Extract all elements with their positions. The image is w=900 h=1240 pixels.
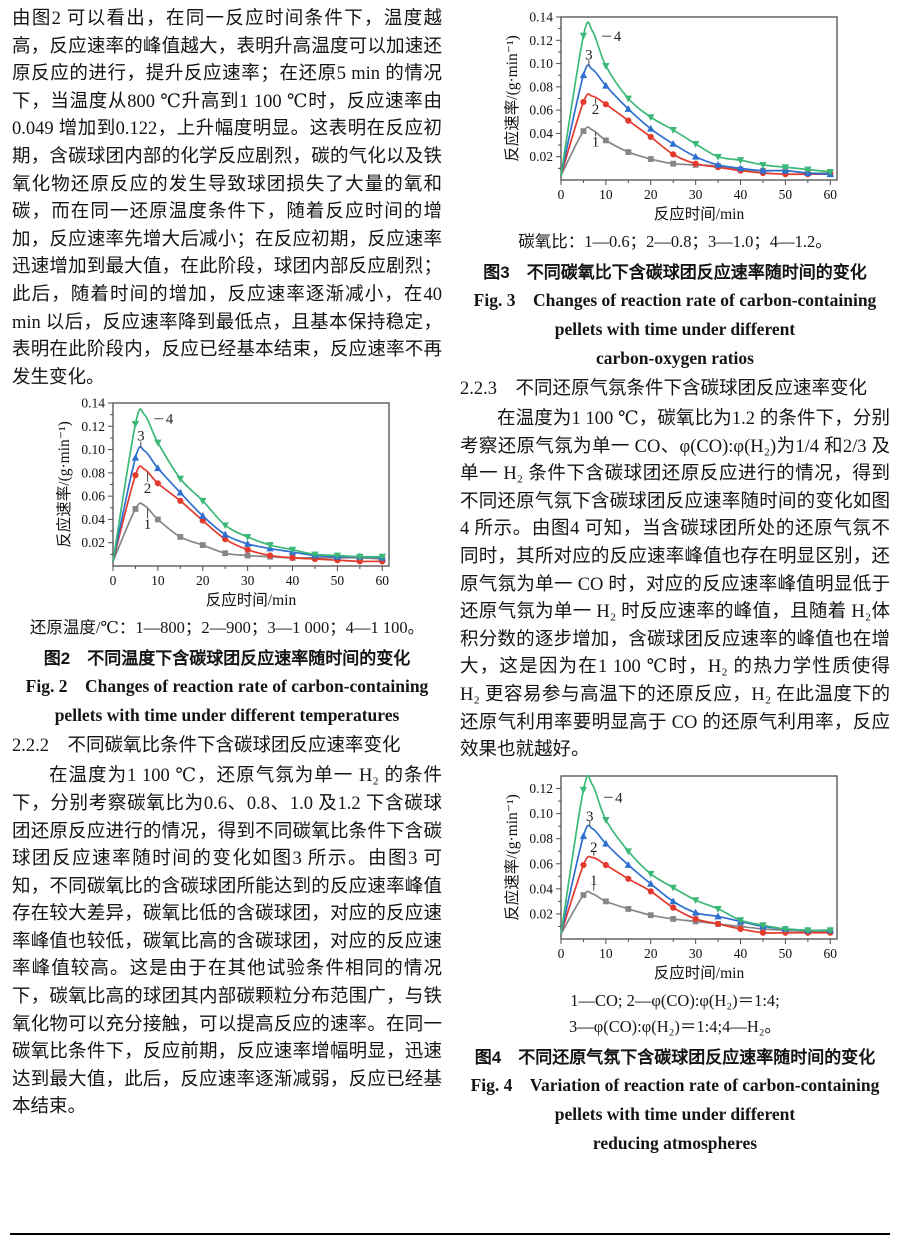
svg-text:3: 3: [585, 809, 593, 825]
svg-text:0.08: 0.08: [529, 831, 553, 846]
svg-text:0.02: 0.02: [529, 906, 553, 921]
svg-text:反应速率/(g·min⁻¹): 反应速率/(g·min⁻¹): [503, 35, 521, 161]
svg-text:2: 2: [143, 481, 151, 497]
figure3-caption-zh: 图3 不同碳氧比下含碳球团反应速率随时间的变化: [483, 263, 867, 282]
figure-3: 0 10 20 30 40 50 60 0.02 0.04 0.06 0.08 0.10 0.12 0.1…: [460, 6, 890, 373]
svg-text:0.08: 0.08: [81, 466, 105, 481]
svg-text:反应速率/(g·min⁻¹): 反应速率/(g·min⁻¹): [503, 794, 521, 920]
figure2-legend: 还原温度/℃：1—800；2—900；3—1 000；4—1 100。: [29, 618, 425, 638]
figure4-legend-line2: 3—φ(CO):φ(H₂)＝1:4;4—H₂。: [568, 1016, 782, 1036]
page-bottom-rule: [10, 1232, 890, 1235]
svg-text:反应时间/min: 反应时间/min: [653, 204, 744, 223]
svg-text:4: 4: [615, 790, 623, 806]
svg-text:30: 30: [240, 573, 254, 588]
svg-text:1: 1: [143, 517, 151, 533]
svg-text:0.12: 0.12: [81, 419, 105, 434]
svg-text:0.02: 0.02: [529, 149, 553, 164]
svg-text:0: 0: [557, 946, 564, 961]
svg-text:20: 20: [644, 187, 658, 202]
svg-text:0.02: 0.02: [81, 536, 105, 551]
svg-text:1: 1: [590, 873, 598, 889]
svg-text:3: 3: [585, 47, 593, 63]
svg-text:0.06: 0.06: [529, 103, 553, 118]
svg-text:40: 40: [733, 946, 747, 961]
svg-text:30: 30: [688, 187, 702, 202]
figure4-caption-zh: 图4 不同还原气氛下含碳球团反应速率随时间的变化: [474, 1047, 876, 1067]
right-column: 0 10 20 30 40 50 60 0.02 0.04 0.06 0.08 0.10 0.12 0.1…: [460, 6, 890, 1158]
figure2-line-chart: 0 10 20 30 40 50 60 0.02 0.04 0.06 0.08 0.10 0.12 0.1…: [54, 394, 400, 609]
section-heading-2-2-2: 2.2.2 不同碳氧比条件下含碳球团反应速率变化: [12, 736, 401, 757]
svg-text:2: 2: [590, 840, 598, 856]
svg-text:60: 60: [823, 946, 837, 961]
svg-text:0.14: 0.14: [81, 396, 105, 411]
svg-text:0.04: 0.04: [81, 512, 105, 527]
figure2-caption-zh: 图2 不同温度下含碳球团反应速率随时间的变化: [43, 649, 411, 669]
svg-text:0.06: 0.06: [81, 489, 105, 504]
svg-text:4: 4: [165, 412, 173, 428]
figure3-caption-en-line3: carbon-oxygen ratios: [596, 348, 754, 368]
paragraph-section-2-2-3: 在温度为1 100 ℃，碳氧比为1.2 的条件下，分别考察还原气氛为单一 CO、…: [460, 409, 890, 761]
svg-text:反应时间/min: 反应时间/min: [653, 963, 744, 982]
svg-text:20: 20: [644, 946, 658, 961]
svg-text:50: 50: [778, 946, 792, 961]
figure3-line-chart: 0 10 20 30 40 50 60 0.02 0.04 0.06 0.08 0.10 0.12 0.1…: [502, 8, 848, 223]
figure3-caption-en-line1: Fig. 3 Changes of reaction rate of carbo…: [473, 290, 877, 310]
svg-text:1: 1: [591, 135, 599, 151]
figure-2: 0 10 20 30 40 50 60 0.02 0.04 0.06 0.08 0.10 0.12 0.1…: [12, 392, 442, 730]
svg-text:10: 10: [599, 946, 613, 961]
left-column: 由图2 可以看出，在同一反应时间条件下，温度越高，反应速率的峰值越大，表明升高温…: [12, 6, 442, 1158]
figure2-caption-en-line2: pellets with time under different temper…: [54, 705, 400, 726]
svg-text:30: 30: [688, 946, 702, 961]
svg-text:0.04: 0.04: [529, 126, 553, 141]
section-heading-2-2-3: 2.2.3 不同还原气氛条件下含碳球团反应速率变化: [460, 379, 868, 399]
figure4-caption-en-line2: pellets with time under different: [554, 1103, 796, 1124]
figure-4: 0 10 20 30 40 50 60 0.02 0.04 0.06 0.08 0.10 0.12 反应时…: [460, 765, 890, 1158]
svg-text:50: 50: [330, 573, 344, 588]
svg-text:4: 4: [613, 29, 621, 45]
svg-text:反应时间/min: 反应时间/min: [205, 590, 296, 609]
svg-text:0.12: 0.12: [529, 781, 553, 796]
svg-text:0.04: 0.04: [529, 881, 553, 896]
svg-text:3: 3: [137, 429, 145, 445]
paragraph-section-2-2-2: 在温度为1 100 ℃，还原气氛为单一 H₂ 的条件下，分别考察碳氧比为0.6、…: [12, 766, 442, 1118]
svg-text:0.08: 0.08: [529, 79, 553, 94]
svg-text:2: 2: [591, 102, 599, 118]
figure4-caption-en-line1: Fig. 4 Variation of reaction rate of car…: [470, 1074, 880, 1095]
svg-text:60: 60: [375, 573, 389, 588]
figure4-line-chart: 0 10 20 30 40 50 60 0.02 0.04 0.06 0.08 0.10 0.12 反应时…: [502, 767, 848, 982]
svg-text:0: 0: [109, 573, 116, 588]
two-column-layout: 由图2 可以看出，在同一反应时间条件下，温度越高，反应速率的峰值越大，表明升高温…: [12, 6, 890, 1158]
svg-text:10: 10: [599, 187, 613, 202]
svg-text:0.14: 0.14: [529, 10, 553, 25]
svg-text:50: 50: [778, 187, 792, 202]
svg-text:0.06: 0.06: [529, 856, 553, 871]
figure4-caption-en-line3: reducing atmospheres: [592, 1132, 758, 1153]
svg-text:0.10: 0.10: [529, 56, 553, 71]
svg-text:0.10: 0.10: [81, 442, 105, 457]
svg-text:0: 0: [557, 187, 564, 202]
svg-text:10: 10: [151, 573, 165, 588]
figure3-caption-en-line2: pellets with time under different: [554, 319, 796, 339]
figure2-caption-en-line1: Fig. 2 Changes of reaction rate of carbo…: [25, 676, 429, 697]
svg-text:反应速率/(g·min⁻¹): 反应速率/(g·min⁻¹): [55, 422, 73, 548]
svg-text:60: 60: [823, 187, 837, 202]
svg-text:40: 40: [733, 187, 747, 202]
paragraph-discussion-fig2: 由图2 可以看出，在同一反应时间条件下，温度越高，反应速率的峰值越大，表明升高温…: [12, 9, 442, 388]
svg-text:0.12: 0.12: [529, 33, 553, 48]
svg-text:40: 40: [285, 573, 299, 588]
svg-text:0.10: 0.10: [529, 806, 553, 821]
figure4-legend-line1: 1—CO; 2—φ(CO):φ(H₂)＝1:4;: [570, 990, 780, 1010]
svg-text:20: 20: [196, 573, 210, 588]
figure3-legend: 碳氧比：1—0.6；2—0.8；3—1.0；4—1.2。: [518, 232, 832, 251]
